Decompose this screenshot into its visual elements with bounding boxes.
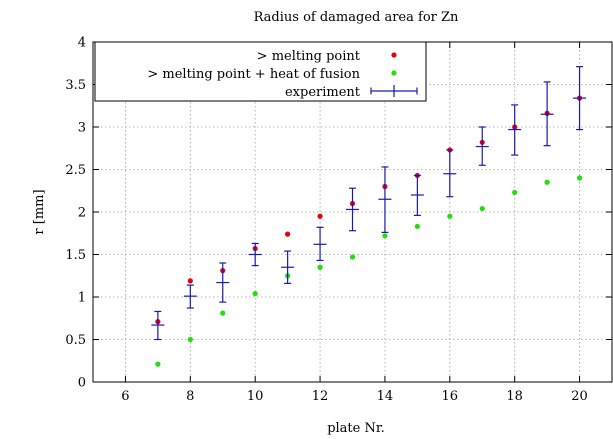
x-tick-label: 18 (506, 389, 523, 404)
melting-point-point (187, 278, 193, 284)
melting-point-point (317, 213, 323, 219)
x-tick-label: 12 (312, 389, 329, 404)
melting-point-point (285, 231, 291, 237)
heat-of-fusion-point (349, 254, 356, 260)
legend: > melting point > melting point + heat o… (94, 41, 427, 102)
legend-label-heat-of-fusion: > melting point + heat of fusion (147, 67, 360, 82)
heat-of-fusion-point (187, 336, 193, 343)
y-tick-label: 1 (78, 291, 86, 306)
x-axis-label: plate Nr. (327, 421, 385, 436)
experiment-point (346, 187, 359, 232)
heat-of-fusion-point (576, 175, 583, 181)
x-tick-label: 20 (571, 389, 588, 404)
heat-of-fusion-point (544, 179, 550, 185)
legend-label-experiment: experiment (285, 85, 361, 100)
legend-label-melting-point: > melting point (257, 49, 361, 64)
y-tick-label: 4 (78, 36, 86, 51)
x-tick-label: 16 (442, 389, 459, 404)
heat-of-fusion-point (220, 310, 226, 316)
experiment-point (508, 104, 522, 156)
y-tick-label: 2.5 (65, 163, 86, 178)
heat-of-fusion-point (317, 264, 323, 270)
experiment-point (443, 149, 457, 198)
experiment-point (281, 250, 295, 284)
x-tick-label: 10 (247, 389, 264, 404)
y-tick-label: 2 (78, 206, 86, 221)
experiment-point (183, 284, 197, 309)
y-tick-label: 3.5 (65, 78, 86, 93)
heat-of-fusion-point (479, 206, 485, 212)
legend-marker-melting-point (391, 52, 397, 58)
y-axis-label: r [mm] (32, 189, 47, 234)
legend-marker-heat-of-fusion (391, 70, 397, 76)
x-tick-label: 14 (377, 389, 394, 404)
heat-of-fusion-point (252, 291, 258, 297)
heat-of-fusion-point (382, 233, 388, 239)
legend-marker-experiment (370, 85, 418, 97)
experiment-point (313, 226, 327, 262)
heat-of-fusion-point (447, 213, 453, 219)
experiment-point (573, 66, 587, 131)
experiment-point (378, 166, 392, 233)
axis-ticks: 6 8 10 12 14 16 18 20 0 0.5 1 1.5 2 2.5 3 3.5 4 (65, 36, 612, 404)
chart-title: Radius of damaged area for Zn (254, 10, 459, 25)
y-tick-label: 3 (78, 121, 86, 136)
experiment-point (151, 310, 165, 341)
y-tick-label: 0 (78, 376, 86, 391)
experiment-point (248, 242, 262, 267)
x-tick-label: 8 (186, 389, 194, 404)
heat-of-fusion-point (512, 189, 518, 196)
x-tick-label: 6 (121, 389, 129, 404)
experiment-point (410, 174, 424, 216)
data-points (151, 66, 587, 367)
experiment-point (475, 126, 489, 166)
y-tick-label: 1.5 (65, 248, 86, 263)
y-tick-label: 0.5 (65, 333, 86, 348)
experiment-point (540, 81, 554, 147)
heat-of-fusion-point (155, 361, 161, 367)
experiment-point (216, 262, 230, 303)
heat-of-fusion-point (414, 223, 420, 230)
